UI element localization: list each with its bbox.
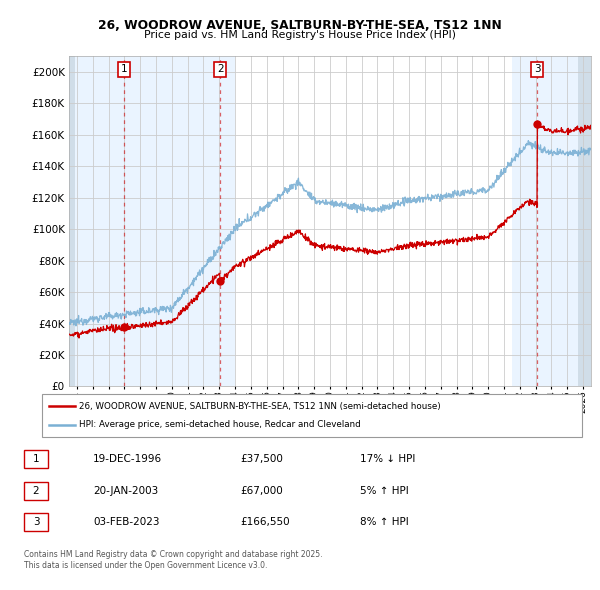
Text: 1: 1 [32, 454, 40, 464]
Text: 2: 2 [32, 486, 40, 496]
Text: This data is licensed under the Open Government Licence v3.0.: This data is licensed under the Open Gov… [24, 560, 268, 569]
Text: 26, WOODROW AVENUE, SALTBURN-BY-THE-SEA, TS12 1NN: 26, WOODROW AVENUE, SALTBURN-BY-THE-SEA,… [98, 19, 502, 32]
Text: HPI: Average price, semi-detached house, Redcar and Cleveland: HPI: Average price, semi-detached house,… [79, 420, 361, 429]
Text: 03-FEB-2023: 03-FEB-2023 [93, 517, 160, 527]
Text: 2: 2 [217, 64, 223, 74]
Text: 17% ↓ HPI: 17% ↓ HPI [360, 454, 415, 464]
Text: 20-JAN-2003: 20-JAN-2003 [93, 486, 158, 496]
Text: 19-DEC-1996: 19-DEC-1996 [93, 454, 162, 464]
Text: Price paid vs. HM Land Registry's House Price Index (HPI): Price paid vs. HM Land Registry's House … [144, 30, 456, 40]
Bar [512, 56, 578, 386]
Text: 5% ↑ HPI: 5% ↑ HPI [360, 486, 409, 496]
Text: 26, WOODROW AVENUE, SALTBURN-BY-THE-SEA, TS12 1NN (semi-detached house): 26, WOODROW AVENUE, SALTBURN-BY-THE-SEA,… [79, 402, 441, 411]
Text: Contains HM Land Registry data © Crown copyright and database right 2025.: Contains HM Land Registry data © Crown c… [24, 550, 323, 559]
Text: 8% ↑ HPI: 8% ↑ HPI [360, 517, 409, 527]
Text: £166,550: £166,550 [240, 517, 290, 527]
Text: 1: 1 [121, 64, 127, 74]
Text: 3: 3 [32, 517, 40, 527]
Text: £37,500: £37,500 [240, 454, 283, 464]
Bar [76, 56, 235, 386]
Text: £67,000: £67,000 [240, 486, 283, 496]
Bar [578, 56, 591, 386]
Bar [69, 56, 76, 386]
Text: 3: 3 [534, 64, 541, 74]
